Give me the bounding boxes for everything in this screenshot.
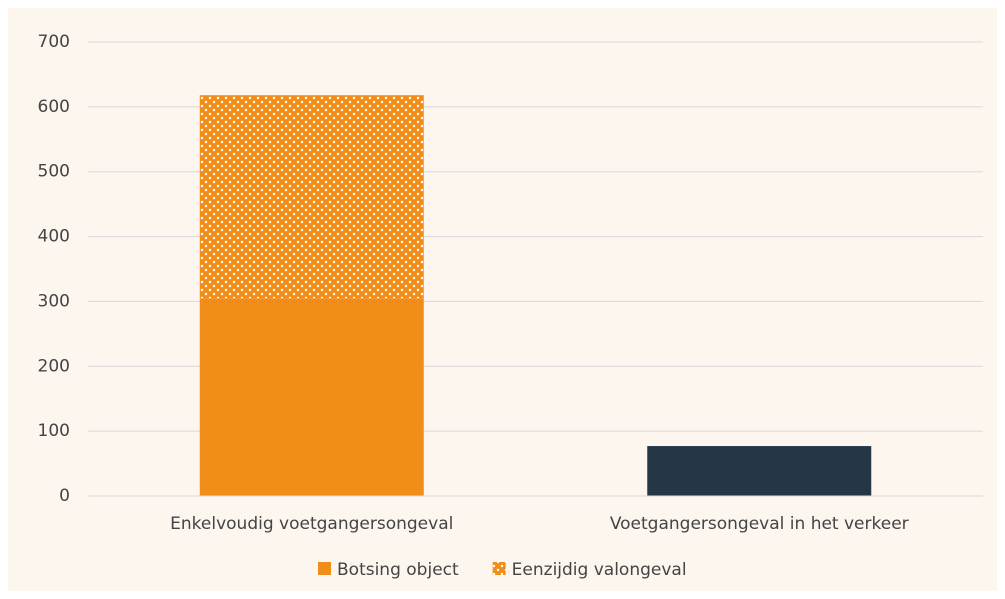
chart-background (8, 8, 997, 591)
legend-label: Eenzijdig valongeval (512, 560, 687, 580)
legend-label: Botsing object (337, 560, 459, 580)
y-tick-label: 500 (38, 162, 70, 182)
bar-segment (199, 298, 424, 496)
y-tick-label: 300 (38, 291, 70, 311)
y-tick-label: 100 (38, 421, 70, 441)
y-tick-label: 400 (38, 227, 70, 247)
y-tick-label: 700 (38, 32, 70, 52)
y-tick-label: 200 (38, 356, 70, 376)
legend-swatch (318, 562, 331, 575)
y-tick-label: 600 (38, 97, 70, 117)
bar-segment (199, 95, 424, 299)
y-tick-label: 0 (59, 486, 70, 506)
x-tick-label: Voetgangersongeval in het verkeer (610, 514, 909, 534)
x-tick-label: Enkelvoudig voetgangersongeval (170, 514, 453, 534)
legend-swatch (492, 562, 506, 575)
bar-segment (647, 446, 872, 496)
